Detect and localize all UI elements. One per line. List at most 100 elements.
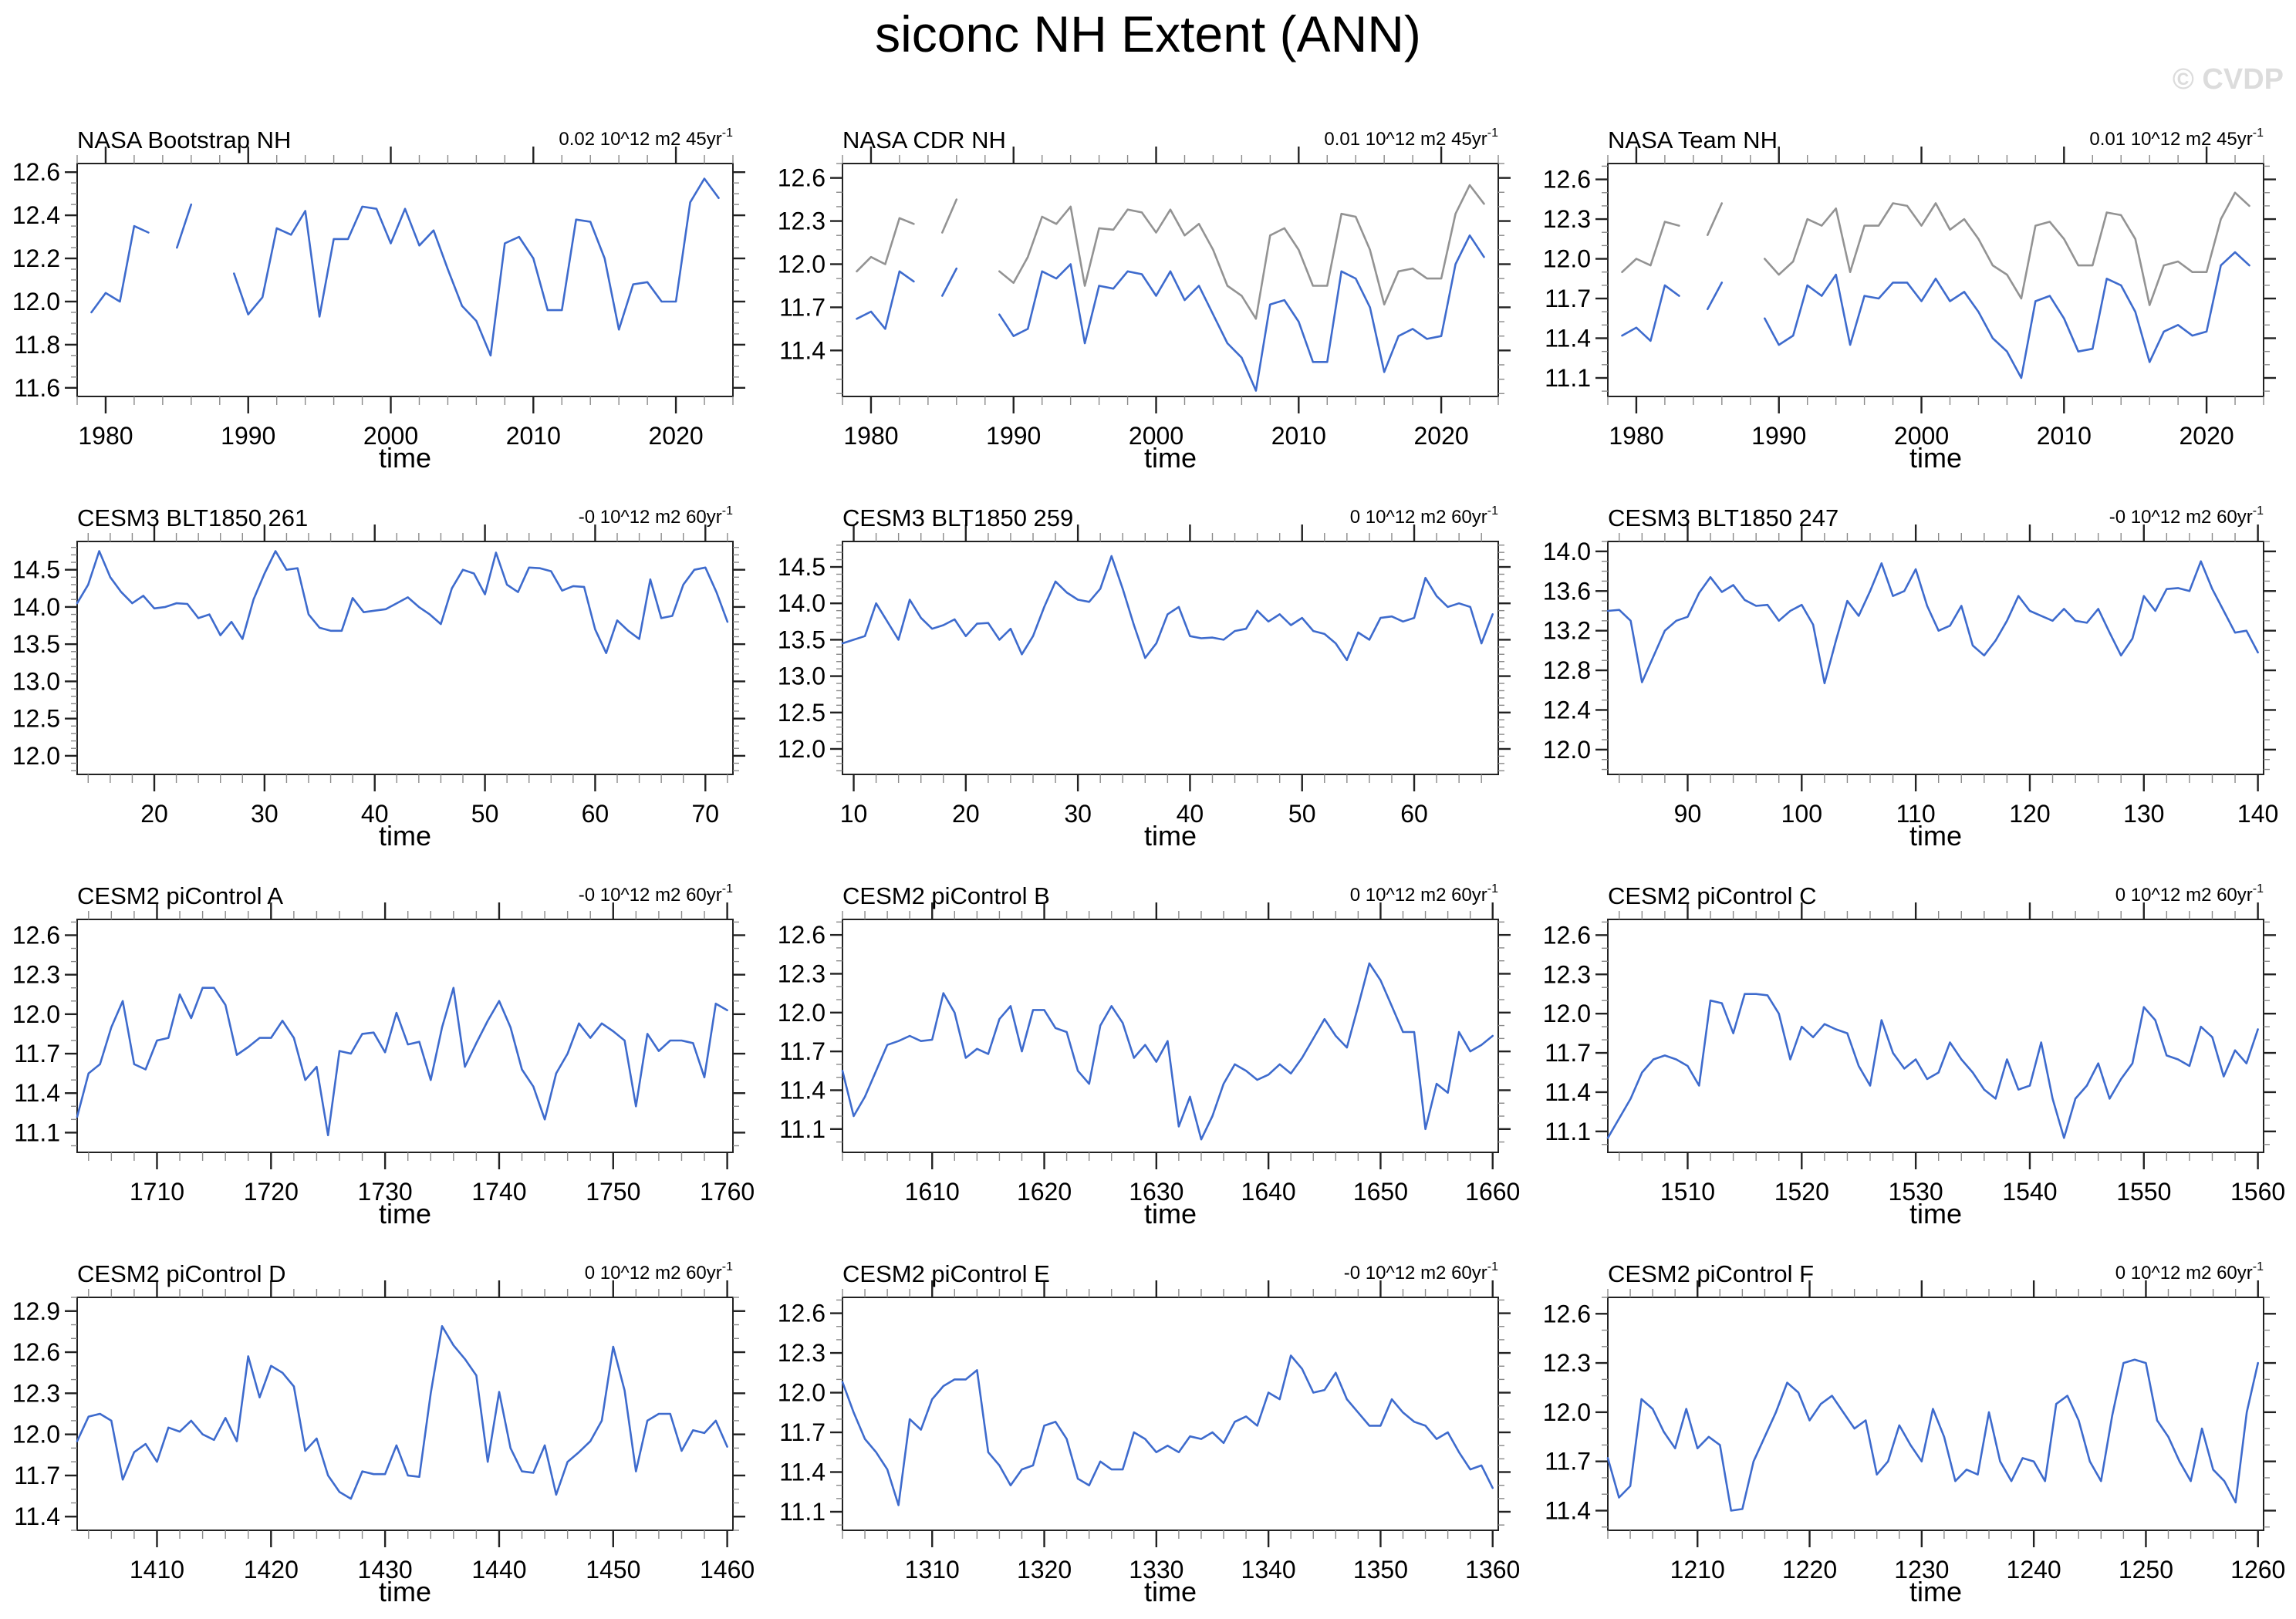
y-tick-label: 12.6 bbox=[12, 158, 60, 186]
y-tick-label: 13.2 bbox=[1543, 617, 1591, 645]
x-tick-label: 1220 bbox=[1782, 1556, 1837, 1584]
axis-labels: 10 20 30 40 50 60 14.5 14.0 13.5 13.0 12.5 12.0 bbox=[778, 553, 1428, 828]
x-axis-title: time bbox=[379, 1576, 431, 1607]
x-tick-label: 40 bbox=[1177, 800, 1204, 828]
x-tick-label: 1980 bbox=[78, 422, 133, 450]
chart-cesm2-picontrol-d: 1410 1420 1430 1440 1450 1460 12.9 12.6 12.3 12.0… bbox=[12, 1260, 755, 1607]
x-tick-label: 1360 bbox=[1465, 1556, 1520, 1584]
series-line-extent bbox=[76, 987, 728, 1137]
x-axis-title: time bbox=[1144, 820, 1197, 852]
chart-panel-cesm2-picontrol-c: 1510 1520 1530 1540 1550 1560 12.6 12.3 12.0 11.7… bbox=[1531, 855, 2296, 1233]
plot-box bbox=[842, 1297, 1499, 1531]
x-tick-label: 1340 bbox=[1241, 1556, 1296, 1584]
x-tick-label: 2000 bbox=[1129, 422, 1183, 450]
x-tick-label: 1350 bbox=[1353, 1556, 1408, 1584]
x-tick-label: 1530 bbox=[1889, 1178, 1943, 1206]
y-tick-label: 12.6 bbox=[12, 1338, 60, 1366]
x-tick-label: 1990 bbox=[986, 422, 1041, 450]
axis-ticks bbox=[1595, 902, 2276, 1169]
series-line-extent bbox=[841, 1354, 1494, 1506]
y-tick-label: 12.5 bbox=[12, 705, 60, 733]
y-tick-label: 12.0 bbox=[778, 1379, 826, 1407]
chart-cesm2-picontrol-f: 1210 1220 1230 1240 1250 1260 12.6 12.3 12.0 11.7… bbox=[1543, 1260, 2286, 1607]
y-tick-label: 11.7 bbox=[1545, 285, 1591, 312]
chart-nasa-bootstrap-nh: 1980 1990 2000 2010 2020 12.6 12.4 12.2 12.0 11.8… bbox=[12, 126, 745, 474]
trend-label: 0 10^12 m2 60yr-1 bbox=[2115, 1260, 2264, 1283]
y-tick-label: 12.6 bbox=[12, 921, 60, 949]
x-tick-label: 1510 bbox=[1660, 1178, 1715, 1206]
x-axis-title: time bbox=[379, 442, 431, 474]
trend-label: 0 10^12 m2 60yr-1 bbox=[2115, 882, 2264, 906]
chart-title: CESM3 BLT1850 247 bbox=[1608, 504, 1838, 531]
x-tick-label: 2010 bbox=[506, 422, 561, 450]
chart-title: NASA CDR NH bbox=[842, 126, 1006, 153]
y-tick-label: 12.6 bbox=[778, 164, 826, 192]
x-tick-label: 1440 bbox=[471, 1556, 526, 1584]
y-tick-label: 11.6 bbox=[14, 374, 60, 402]
trend-label: -0 10^12 m2 60yr-1 bbox=[1344, 1260, 1498, 1283]
x-axis-title: time bbox=[379, 1198, 431, 1229]
y-tick-label: 12.6 bbox=[1543, 1300, 1591, 1327]
chart-title: CESM2 piControl F bbox=[1608, 1260, 1814, 1287]
plot-box bbox=[1607, 919, 2264, 1153]
x-axis-title: time bbox=[1909, 442, 1962, 474]
x-tick-label: 20 bbox=[952, 800, 980, 828]
y-tick-label: 12.8 bbox=[1543, 656, 1591, 684]
y-tick-label: 13.5 bbox=[12, 630, 60, 658]
y-tick-label: 11.7 bbox=[1545, 1039, 1591, 1067]
chart-panel-cesm2-picontrol-d: 1410 1420 1430 1440 1450 1460 12.9 12.6 12.3 12.0… bbox=[0, 1233, 765, 1611]
y-tick-label: 11.7 bbox=[14, 1040, 60, 1068]
x-tick-label: 1740 bbox=[471, 1178, 526, 1206]
y-tick-label: 12.4 bbox=[1543, 696, 1591, 723]
y-tick-label: 12.0 bbox=[778, 250, 826, 278]
y-tick-label: 11.4 bbox=[1545, 1078, 1591, 1106]
chart-panel-cesm2-picontrol-f: 1210 1220 1230 1240 1250 1260 12.6 12.3 12.0 11.7… bbox=[1531, 1233, 2296, 1611]
x-tick-label: 1430 bbox=[358, 1556, 413, 1584]
y-tick-label: 12.0 bbox=[12, 1000, 60, 1028]
x-axis-title: time bbox=[1144, 1576, 1197, 1607]
chart-title: CESM2 piControl E bbox=[842, 1260, 1050, 1287]
y-tick-label: 13.6 bbox=[1543, 577, 1591, 605]
x-tick-label: 1710 bbox=[130, 1178, 184, 1206]
axis-labels: 1710 1720 1730 1740 1750 1760 12.6 12.3 12.0 11.7… bbox=[12, 921, 755, 1206]
y-tick-label: 12.0 bbox=[12, 288, 60, 315]
x-axis-title: time bbox=[1909, 1198, 1962, 1229]
x-tick-label: 1520 bbox=[1774, 1178, 1829, 1206]
y-tick-label: 12.3 bbox=[778, 1339, 826, 1367]
axis-labels: 1410 1420 1430 1440 1450 1460 12.9 12.6 12.3 12.0… bbox=[12, 1297, 755, 1584]
y-tick-label: 11.4 bbox=[779, 1459, 826, 1486]
chart-title: NASA Team NH bbox=[1608, 126, 1778, 153]
x-tick-label: 1990 bbox=[1751, 422, 1806, 450]
x-tick-label: 2020 bbox=[2179, 422, 2234, 450]
series-line-upper bbox=[856, 184, 1485, 320]
axis-ticks bbox=[1595, 147, 2276, 413]
y-tick-label: 12.0 bbox=[12, 742, 60, 770]
axis-ticks bbox=[830, 147, 1511, 413]
plot-box bbox=[1607, 541, 2264, 775]
x-tick-label: 60 bbox=[582, 800, 609, 828]
chart-title: CESM2 piControl C bbox=[1608, 882, 1816, 909]
y-tick-label: 12.6 bbox=[1543, 166, 1591, 194]
y-tick-label: 12.9 bbox=[12, 1297, 60, 1325]
trend-label: -0 10^12 m2 60yr-1 bbox=[579, 882, 733, 906]
y-tick-label: 11.7 bbox=[779, 1418, 826, 1446]
y-tick-label: 12.3 bbox=[12, 961, 60, 989]
series-line-extent bbox=[1606, 560, 2259, 685]
y-tick-label: 11.4 bbox=[779, 336, 826, 364]
y-tick-label: 11.1 bbox=[779, 1498, 826, 1526]
x-tick-label: 1210 bbox=[1670, 1556, 1725, 1584]
x-tick-label: 2020 bbox=[648, 422, 703, 450]
axis-ticks bbox=[65, 147, 745, 413]
y-tick-label: 12.6 bbox=[778, 921, 826, 949]
y-tick-label: 12.5 bbox=[778, 699, 826, 727]
x-tick-label: 100 bbox=[1781, 800, 1822, 828]
y-tick-label: 12.0 bbox=[12, 1421, 60, 1449]
chart-title: CESM3 BLT1850 259 bbox=[842, 504, 1073, 531]
chart-panel-cesm3-blt1850-261: 20 30 40 50 60 70 14.5 14.0 13.5 13.0 12.5 12.0 CESM… bbox=[0, 477, 765, 855]
chart-cesm2-picontrol-c: 1510 1520 1530 1540 1550 1560 12.6 12.3 12.0 11.7… bbox=[1543, 882, 2285, 1229]
series-line-extent bbox=[1606, 1358, 2259, 1512]
axis-ticks bbox=[830, 1280, 1511, 1547]
axis-ticks bbox=[1595, 524, 2276, 791]
y-tick-label: 13.0 bbox=[778, 663, 826, 690]
trend-label: 0 10^12 m2 60yr-1 bbox=[1350, 882, 1498, 906]
